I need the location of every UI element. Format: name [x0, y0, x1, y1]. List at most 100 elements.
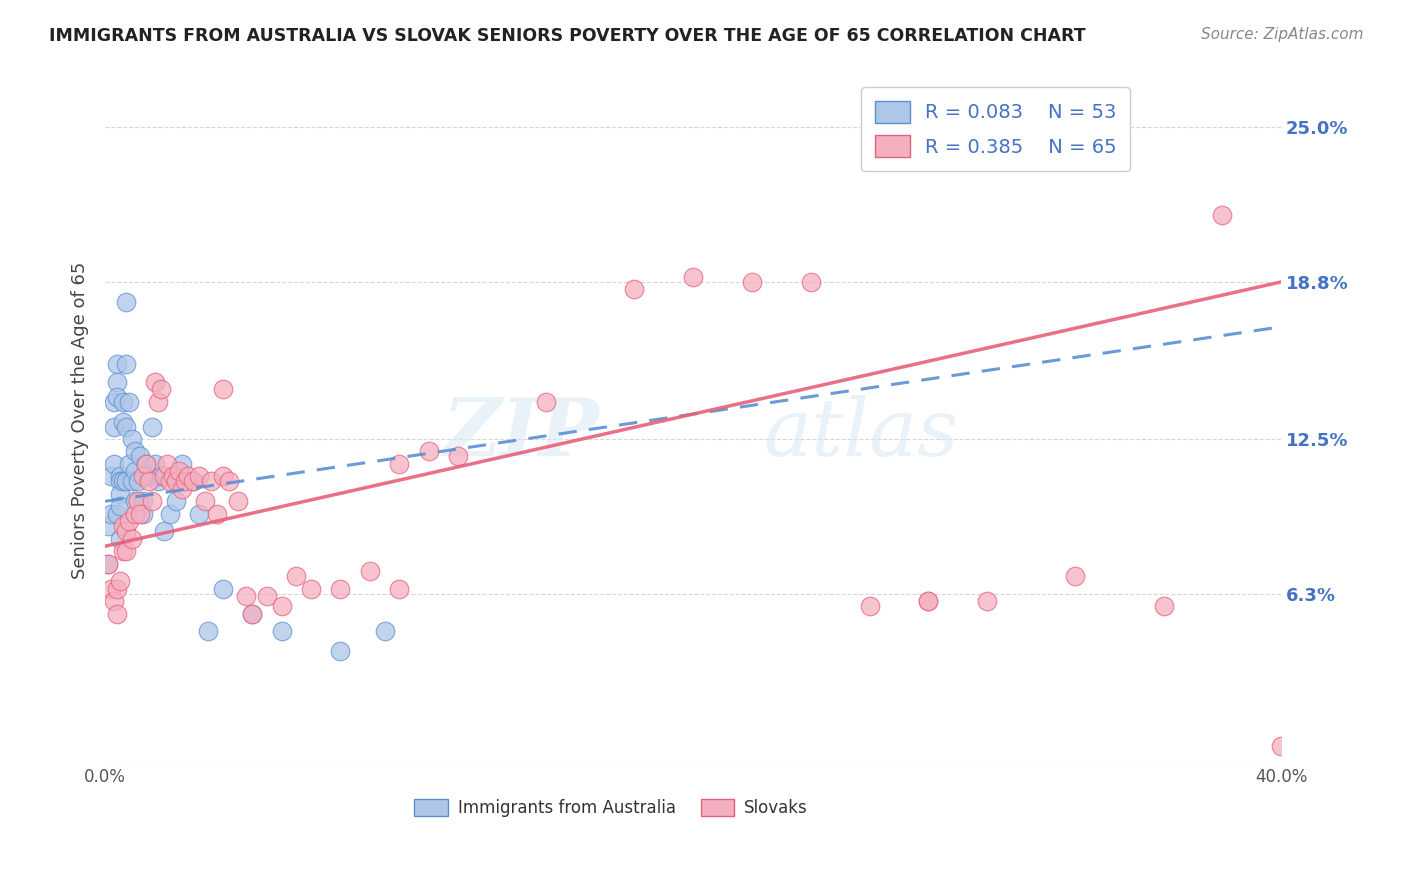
- Point: [143, 457, 166, 471]
- Point: [976, 594, 998, 608]
- Point: [108, 487, 131, 501]
- Text: atlas: atlas: [763, 395, 959, 473]
- Point: [105, 582, 128, 596]
- Point: [105, 357, 128, 371]
- Point: [887, 145, 910, 160]
- Point: [256, 589, 278, 603]
- Point: [111, 394, 134, 409]
- Point: [447, 450, 470, 464]
- Point: [200, 475, 222, 489]
- Point: [103, 394, 125, 409]
- Point: [197, 624, 219, 638]
- Point: [211, 582, 233, 596]
- Point: [153, 469, 176, 483]
- Point: [146, 475, 169, 489]
- Point: [124, 464, 146, 478]
- Point: [167, 464, 190, 478]
- Point: [183, 475, 205, 489]
- Point: [114, 475, 136, 489]
- Point: [240, 607, 263, 621]
- Point: [103, 457, 125, 471]
- Point: [150, 382, 173, 396]
- Point: [108, 500, 131, 514]
- Point: [800, 275, 823, 289]
- Point: [97, 557, 120, 571]
- Point: [124, 494, 146, 508]
- Point: [141, 494, 163, 508]
- Point: [100, 469, 122, 483]
- Point: [143, 375, 166, 389]
- Point: [170, 482, 193, 496]
- Point: [211, 382, 233, 396]
- Point: [188, 507, 211, 521]
- Point: [285, 569, 308, 583]
- Point: [103, 419, 125, 434]
- Point: [108, 469, 131, 483]
- Point: [132, 507, 155, 521]
- Point: [111, 475, 134, 489]
- Point: [114, 419, 136, 434]
- Point: [105, 607, 128, 621]
- Point: [124, 507, 146, 521]
- Point: [741, 275, 763, 289]
- Point: [105, 507, 128, 521]
- Point: [138, 469, 160, 483]
- Point: [188, 469, 211, 483]
- Point: [118, 394, 141, 409]
- Point: [418, 444, 440, 458]
- Point: [146, 394, 169, 409]
- Point: [124, 444, 146, 458]
- Y-axis label: Seniors Poverty Over the Age of 65: Seniors Poverty Over the Age of 65: [72, 261, 89, 579]
- Point: [100, 507, 122, 521]
- Point: [132, 469, 155, 483]
- Text: ZIP: ZIP: [443, 395, 599, 473]
- Point: [103, 594, 125, 608]
- Point: [135, 457, 157, 471]
- Point: [211, 469, 233, 483]
- Point: [159, 475, 181, 489]
- Point: [623, 282, 645, 296]
- Point: [114, 294, 136, 309]
- Point: [183, 475, 205, 489]
- Point: [388, 582, 411, 596]
- Point: [127, 475, 149, 489]
- Point: [121, 432, 143, 446]
- Point: [235, 589, 257, 603]
- Point: [270, 624, 292, 638]
- Point: [162, 469, 184, 483]
- Point: [218, 475, 240, 489]
- Point: [176, 469, 198, 483]
- Point: [127, 494, 149, 508]
- Point: [388, 457, 411, 471]
- Point: [299, 582, 322, 596]
- Point: [150, 469, 173, 483]
- Point: [114, 357, 136, 371]
- Point: [270, 599, 292, 613]
- Point: [359, 564, 381, 578]
- Point: [97, 519, 120, 533]
- Point: [373, 624, 395, 638]
- Point: [105, 375, 128, 389]
- Point: [108, 475, 131, 489]
- Point: [108, 532, 131, 546]
- Point: [226, 494, 249, 508]
- Point: [329, 644, 352, 658]
- Point: [173, 475, 195, 489]
- Point: [121, 475, 143, 489]
- Point: [108, 574, 131, 588]
- Point: [165, 475, 187, 489]
- Point: [97, 557, 120, 571]
- Point: [1064, 569, 1087, 583]
- Point: [121, 532, 143, 546]
- Point: [534, 394, 557, 409]
- Point: [111, 544, 134, 558]
- Point: [114, 524, 136, 539]
- Text: Source: ZipAtlas.com: Source: ZipAtlas.com: [1201, 27, 1364, 42]
- Point: [114, 544, 136, 558]
- Point: [135, 457, 157, 471]
- Point: [1270, 739, 1292, 753]
- Point: [156, 457, 179, 471]
- Point: [165, 494, 187, 508]
- Point: [100, 582, 122, 596]
- Legend: Immigrants from Australia, Slovaks: Immigrants from Australia, Slovaks: [408, 792, 814, 823]
